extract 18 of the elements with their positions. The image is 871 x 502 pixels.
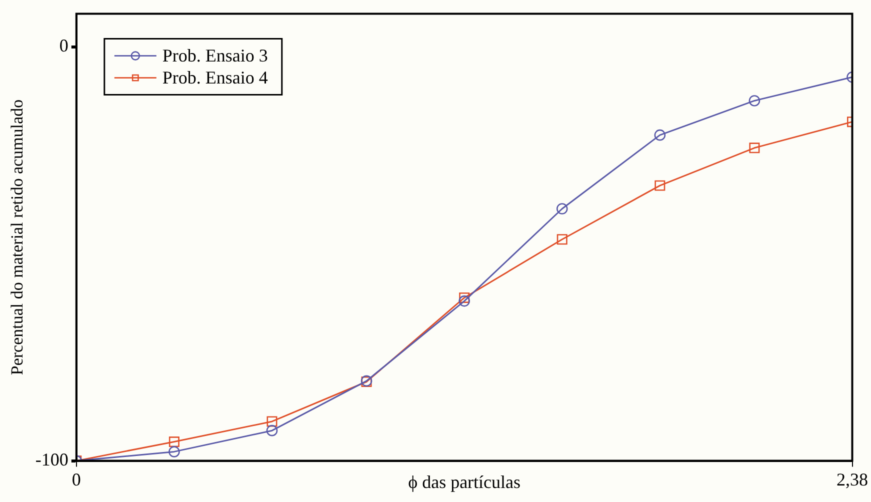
- point: [749, 142, 760, 154]
- point: [459, 292, 470, 303]
- point: [266, 424, 278, 436]
- point: [556, 203, 568, 214]
- y-axis-title: Percentual do material retido acumulado: [8, 99, 27, 376]
- point: [168, 446, 180, 458]
- legend-label: Prob. Ensaio 3: [162, 46, 268, 66]
- x-tick-label: 2,38: [836, 469, 868, 490]
- point: [168, 436, 180, 448]
- point: [748, 95, 760, 106]
- point: [266, 416, 278, 427]
- y-tick-label: -100: [35, 450, 68, 470]
- point: [556, 234, 568, 245]
- x-axis-title: ϕ das partículas: [408, 472, 521, 492]
- point: [654, 129, 666, 141]
- point: [654, 180, 666, 191]
- point: [458, 295, 470, 307]
- legend-label: Prob. Ensaio 4: [162, 68, 268, 88]
